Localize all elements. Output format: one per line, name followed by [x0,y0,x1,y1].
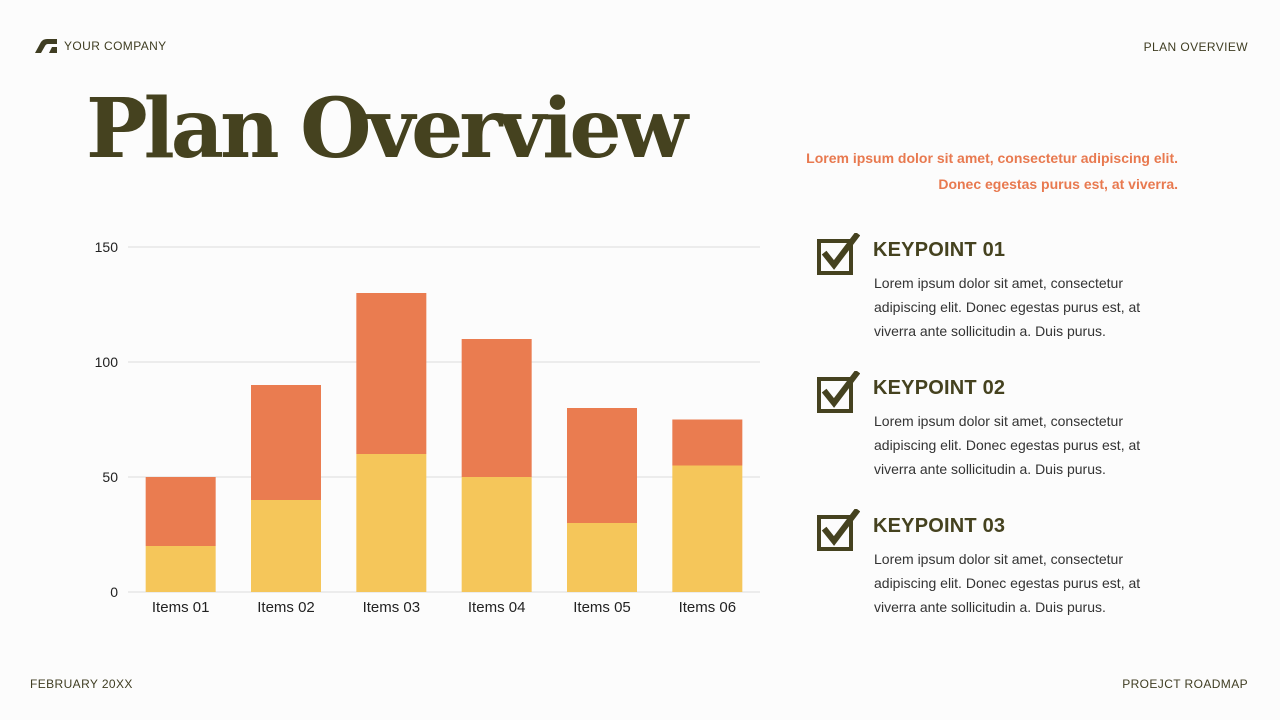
stacked-bar-chart: 0 50 100 150 Items 01 Items 02 Items 03 Items 0… [95,239,760,616]
bar-segment [567,408,637,523]
keypoint-title: KEYPOINT 02 [873,377,1006,399]
page-title: Plan Overview [86,81,688,177]
x-tick-label: Items 04 [468,599,526,616]
footer-project: PROEJCT ROADMAP [1122,677,1248,691]
checkbox-checked-icon [817,509,860,551]
bar-segment [356,293,427,454]
company-name: YOUR COMPANY [64,39,167,53]
x-tick-label: Items 02 [257,599,315,616]
bar-segment [145,477,216,546]
x-tick-label: Items 06 [679,599,737,616]
keypoint-3: KEYPOINT 03 Lorem ipsum dolor sit amet, … [816,509,1176,619]
bar-segment [672,465,743,592]
checkbox-checked-icon [817,233,860,275]
bar-segment [251,385,321,500]
bar-segment [251,500,321,592]
bar-segment [356,454,427,592]
section-label: PLAN OVERVIEW [1143,40,1248,54]
intro-text: Lorem ipsum dolor sit amet, consectetur … [806,150,1178,192]
y-tick-label: 50 [102,469,118,485]
bar-segment [461,339,532,477]
y-tick-label: 150 [95,239,119,255]
footer-date: FEBRUARY 20XX [30,677,133,691]
x-tick-label: Items 01 [152,599,210,616]
bar-segment [461,477,532,592]
bar-segment [145,546,216,592]
x-tick-label: Items 05 [573,599,631,616]
x-tick-label: Items 03 [363,599,421,616]
checkbox-checked-icon [817,371,860,413]
keypoint-2: KEYPOINT 02 Lorem ipsum dolor sit amet, … [816,371,1176,481]
bar-segment [672,419,743,466]
company-brand: YOUR COMPANY [34,38,167,54]
keypoint-title: KEYPOINT 01 [873,239,1006,261]
keypoint-1: KEYPOINT 01 Lorem ipsum dolor sit amet, … [816,233,1176,343]
y-tick-label: 0 [110,584,118,600]
keypoint-text: Lorem ipsum dolor sit amet, consectetur … [874,551,1141,615]
keypoint-text: Lorem ipsum dolor sit amet, consectetur … [874,413,1141,477]
company-logo-icon [35,39,57,53]
bar-segment [567,523,637,592]
keypoint-text: Lorem ipsum dolor sit amet, consectetur … [874,275,1141,339]
keypoint-title: KEYPOINT 03 [873,515,1006,537]
y-tick-label: 100 [95,354,119,370]
